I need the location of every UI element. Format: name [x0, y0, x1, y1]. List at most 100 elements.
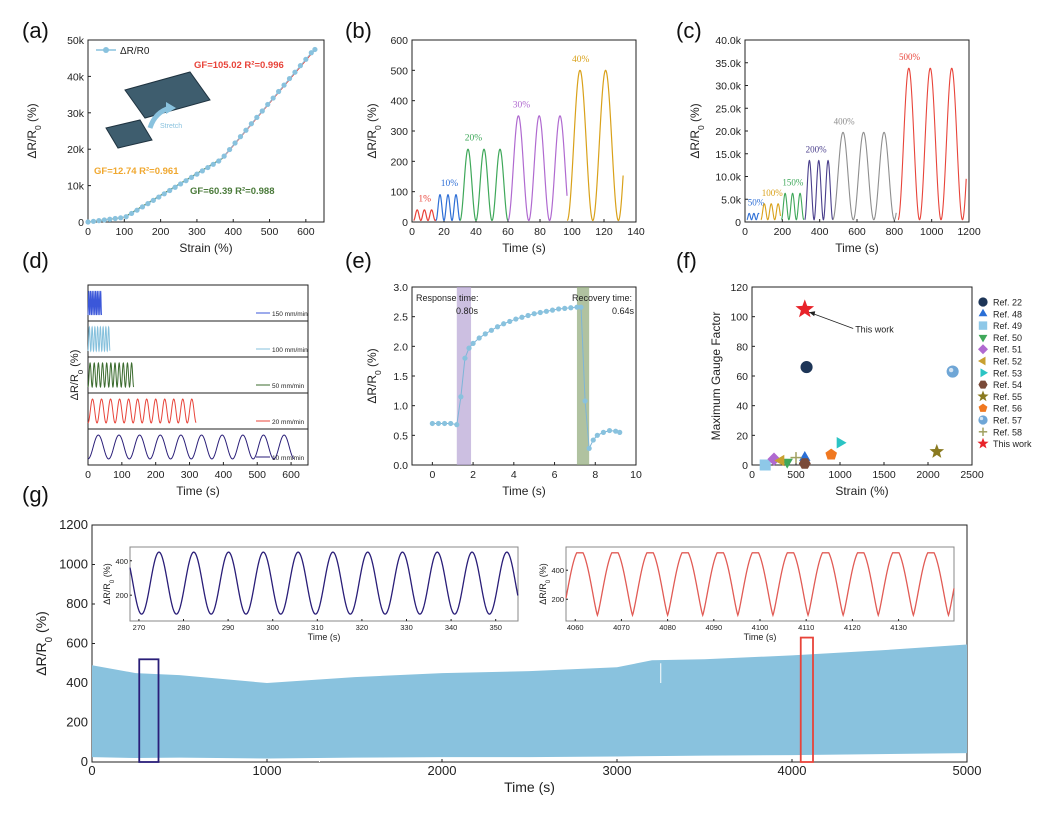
y-axis-label: ΔR/R0 (%) — [365, 348, 383, 403]
speed-label: 20 mm/min — [272, 419, 305, 426]
x-tick-label: 400 — [811, 226, 829, 238]
panel-a: 0 100 200 300 400 500 600 0 10k 20k 30k 40k 50k Strai… — [25, 35, 325, 255]
x-tick-label: 0 — [749, 469, 755, 481]
legend-text: Ref. 55 — [993, 392, 1022, 402]
data-point — [172, 184, 178, 190]
data-point — [216, 158, 222, 164]
legend-text: ΔR/R0 — [120, 46, 150, 57]
legend-marker — [978, 334, 988, 343]
y-tick-label: 40 — [736, 401, 748, 413]
y-axis-label-text: ΔR/R0 (%) — [69, 350, 85, 401]
data-point — [248, 121, 254, 127]
data-point — [308, 50, 314, 56]
data-point — [232, 140, 238, 146]
legend-text: Ref. 54 — [993, 380, 1022, 390]
scatter-point — [798, 458, 811, 469]
y-axis-label: ΔR/R0 (%) — [69, 350, 85, 401]
legend-text: Ref. 22 — [993, 298, 1022, 308]
data-point — [156, 194, 162, 200]
x-tick-label: 330 — [400, 623, 413, 632]
series-line — [832, 131, 897, 221]
plot-frame — [751, 286, 973, 466]
scatter-point — [836, 437, 847, 449]
strain-label: 1% — [418, 194, 431, 204]
data-point — [312, 46, 318, 53]
y-axis-label-text: ΔR/R0 (%) — [25, 103, 43, 158]
response-time-label: Response time: — [416, 293, 479, 303]
data-point — [161, 191, 167, 197]
response-time-value: 0.80s — [456, 306, 479, 316]
strain-label: 10% — [441, 179, 459, 189]
series-line — [566, 69, 624, 222]
data-point — [167, 187, 173, 194]
x-tick-label: 60 — [502, 226, 514, 238]
x-tick-label: 10 — [630, 469, 642, 481]
data-point — [90, 218, 97, 224]
data-point — [150, 197, 156, 203]
y-tick-label: 10.0k — [715, 172, 741, 184]
gf-annotation: GF=105.02 R²=0.996 — [194, 60, 284, 71]
recovery-time-label: Recovery time: — [572, 293, 632, 303]
y-tick-label: 40.0k — [715, 35, 741, 47]
y-axis-label: ΔR/R0 (%) — [688, 103, 706, 158]
y-tick-label: 600 — [390, 35, 408, 47]
y-tick-label: 30.0k — [715, 81, 741, 93]
data-point — [118, 215, 124, 221]
data-point — [237, 134, 244, 140]
y-tick-label: 10k — [67, 181, 85, 193]
inset-g1: 270 280 290 300 310 320 330 340 350 200 400 Time (s… — [102, 546, 519, 642]
x-tick-label: 2500 — [960, 469, 984, 481]
panel-label: (g) — [22, 482, 49, 507]
legend-text: Ref. 57 — [993, 416, 1022, 426]
stretched-fabric-image — [124, 71, 211, 119]
recovery-band — [576, 287, 590, 465]
series-line — [87, 398, 197, 424]
legend-text: Ref. 52 — [993, 357, 1022, 367]
data-point — [470, 340, 476, 346]
data-point — [600, 429, 607, 435]
series-line — [760, 203, 782, 221]
x-tick-label: 0 — [409, 226, 415, 238]
scatter-point — [781, 458, 793, 469]
x-tick-label: 340 — [445, 623, 458, 632]
data-point — [582, 398, 588, 404]
data-point — [513, 316, 519, 322]
series-line — [87, 434, 295, 460]
panel-c: 0 200 400 600 800 1000 1200 0 5.0k 10.0k 15.0k 20.0… — [688, 35, 981, 255]
legend-marker — [978, 356, 986, 366]
x-tick-label: 200 — [147, 469, 165, 481]
data-point — [276, 88, 282, 95]
y-tick-label: 800 — [66, 596, 88, 611]
x-axis-label: Time (s) — [502, 241, 546, 255]
data-point — [123, 214, 129, 220]
data-point — [501, 321, 507, 327]
x-tick-label: 1000 — [920, 226, 944, 238]
series-line — [87, 361, 135, 389]
series-line — [746, 212, 760, 221]
y-tick-label: 25.0k — [715, 103, 741, 115]
x-tick-label: 4080 — [659, 623, 676, 632]
x-axis-label: Time (s) — [502, 484, 546, 498]
zoom-region-box — [799, 636, 814, 763]
x-tick-label: 3000 — [603, 763, 632, 778]
scatter-point-highlight — [948, 367, 954, 373]
series-line — [87, 325, 111, 353]
x-tick-label: 100 — [113, 469, 131, 481]
y-tick-label: 80 — [736, 341, 748, 353]
strain-label: 150% — [782, 177, 804, 187]
legend-marker — [103, 47, 109, 53]
x-tick-label: 4060 — [567, 623, 584, 632]
cyclic-response-band — [92, 644, 967, 759]
x-tick-label: 0 — [88, 763, 95, 778]
data-point — [482, 331, 488, 337]
y-tick-label: 60 — [736, 371, 748, 383]
scatter-point — [774, 454, 785, 467]
panel-label: (b) — [345, 18, 372, 43]
data-point — [199, 168, 205, 174]
x-tick-label: 200 — [774, 226, 792, 238]
data-point — [281, 82, 287, 88]
x-tick-label: 500 — [787, 469, 805, 481]
y-tick-label: 30k — [67, 108, 85, 120]
y-axis-label-text: ΔR/R0 (%) — [33, 611, 55, 676]
x-tick-label: 80 — [534, 226, 546, 238]
